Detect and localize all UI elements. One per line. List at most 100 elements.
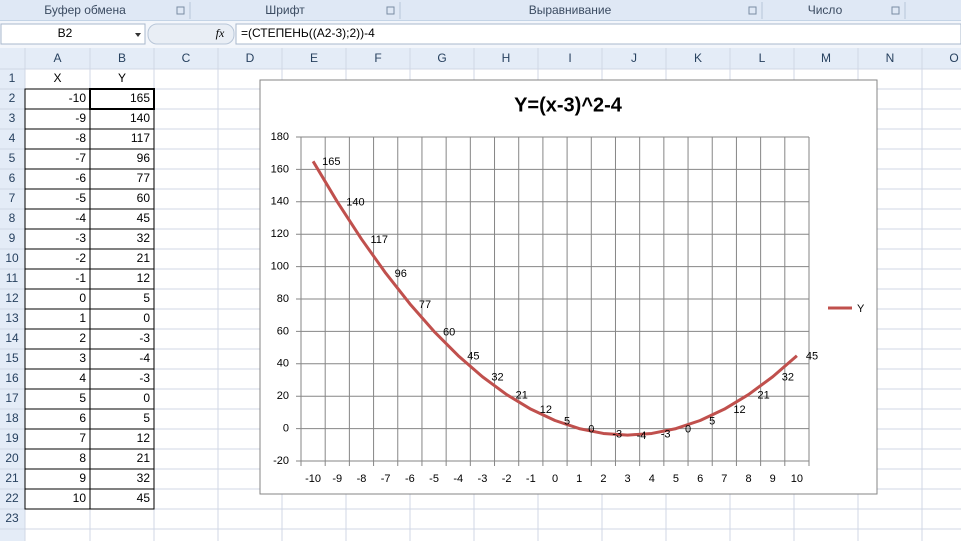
cell[interactable]: -6 <box>75 171 86 185</box>
row-header[interactable]: 19 <box>5 431 19 445</box>
cell[interactable]: 9 <box>79 471 86 485</box>
cell[interactable]: 32 <box>137 231 151 245</box>
row-header[interactable]: 23 <box>5 511 19 525</box>
cell[interactable]: -5 <box>75 191 86 205</box>
chart[interactable]: Y=(x-3)^2-4-20020406080100120140160180-1… <box>259 79 878 495</box>
column-header[interactable]: D <box>246 51 255 65</box>
column-header[interactable]: G <box>437 51 446 65</box>
cell[interactable]: -7 <box>75 151 86 165</box>
cell[interactable]: -10 <box>69 91 87 105</box>
ribbon-group-label: Буфер обмена <box>44 3 126 17</box>
name-box[interactable] <box>0 23 146 45</box>
cell[interactable]: 60 <box>137 191 151 205</box>
data-label: 77 <box>419 299 431 311</box>
row-header[interactable]: 10 <box>5 251 19 265</box>
row-header[interactable]: 16 <box>5 371 19 385</box>
cell[interactable]: X <box>53 71 61 85</box>
cell[interactable]: 2 <box>79 331 86 345</box>
column-header[interactable]: O <box>949 51 958 65</box>
cell[interactable]: -4 <box>139 351 150 365</box>
column-header[interactable]: L <box>759 51 766 65</box>
row-header[interactable]: 2 <box>9 91 16 105</box>
cell[interactable]: -3 <box>139 331 150 345</box>
cell[interactable]: -3 <box>139 371 150 385</box>
chart-title: Y=(x-3)^2-4 <box>514 94 623 116</box>
cell[interactable]: 45 <box>137 491 151 505</box>
column-header[interactable]: N <box>886 51 895 65</box>
cell[interactable]: 21 <box>137 251 151 265</box>
row-header[interactable]: 3 <box>9 111 16 125</box>
name-box-arrow[interactable] <box>135 33 141 37</box>
cell[interactable]: 0 <box>143 311 150 325</box>
column-header[interactable]: M <box>821 51 831 65</box>
cell[interactable]: 77 <box>137 171 151 185</box>
row-header[interactable]: 4 <box>9 131 16 145</box>
cell[interactable]: 12 <box>137 431 151 445</box>
row-header[interactable]: 7 <box>9 191 16 205</box>
cell[interactable]: 32 <box>137 471 151 485</box>
row-header[interactable]: 5 <box>9 151 16 165</box>
cell[interactable]: 10 <box>73 491 87 505</box>
cell[interactable]: 7 <box>79 431 86 445</box>
active-cell[interactable] <box>89 88 155 110</box>
data-label: -3 <box>612 428 622 440</box>
cell[interactable]: 117 <box>131 131 150 145</box>
cell[interactable]: -3 <box>75 231 86 245</box>
cell[interactable]: 0 <box>79 291 86 305</box>
row-header[interactable]: 18 <box>5 411 19 425</box>
cell[interactable]: 6 <box>79 411 86 425</box>
row-header[interactable]: 8 <box>9 211 16 225</box>
x-tick-label: -1 <box>526 473 536 485</box>
cell[interactable]: -4 <box>75 211 86 225</box>
row-header[interactable]: 13 <box>5 311 19 325</box>
cell[interactable]: 165 <box>130 91 150 105</box>
column-header[interactable]: J <box>631 51 637 65</box>
column-header[interactable]: K <box>694 51 702 65</box>
cell[interactable]: 5 <box>79 391 86 405</box>
cell[interactable]: -2 <box>75 251 86 265</box>
ribbon-group-label: Шрифт <box>265 3 305 17</box>
cell[interactable]: 5 <box>143 291 150 305</box>
cell[interactable]: 0 <box>143 391 150 405</box>
cell[interactable]: 96 <box>137 151 151 165</box>
group-launcher[interactable] <box>386 6 395 15</box>
column-header[interactable]: B <box>118 51 126 65</box>
cell[interactable]: 21 <box>137 451 151 465</box>
group-launcher[interactable] <box>891 6 900 15</box>
cell[interactable]: Y <box>118 71 126 85</box>
row-header[interactable]: 21 <box>5 471 19 485</box>
row-header[interactable]: 12 <box>5 291 19 305</box>
cell[interactable]: -8 <box>75 131 86 145</box>
row-header[interactable]: 17 <box>5 391 19 405</box>
row-header[interactable]: 20 <box>5 451 19 465</box>
cell[interactable]: 45 <box>137 211 151 225</box>
column-header[interactable]: C <box>182 51 191 65</box>
group-launcher[interactable] <box>748 6 757 15</box>
cell[interactable]: 12 <box>137 271 151 285</box>
column-header[interactable]: E <box>310 51 318 65</box>
cell[interactable]: 3 <box>79 351 86 365</box>
row-header[interactable]: 11 <box>6 271 19 285</box>
column-header[interactable]: I <box>568 51 571 65</box>
cell[interactable]: 140 <box>130 111 150 125</box>
column-header[interactable]: F <box>374 51 381 65</box>
group-launcher[interactable] <box>176 6 185 15</box>
column-header[interactable]: H <box>502 51 511 65</box>
name-box-text[interactable]: B2 <box>58 26 73 40</box>
fx-button[interactable]: fx <box>216 26 225 40</box>
cell[interactable]: 4 <box>79 371 86 385</box>
x-tick-label: 6 <box>697 473 703 485</box>
cell[interactable]: 5 <box>143 411 150 425</box>
row-header[interactable]: 6 <box>9 171 16 185</box>
row-header[interactable]: 15 <box>5 351 19 365</box>
column-header[interactable]: A <box>53 51 61 65</box>
cell[interactable]: 8 <box>79 451 86 465</box>
cell[interactable]: 1 <box>79 311 86 325</box>
cell[interactable]: -1 <box>75 271 86 285</box>
cell[interactable]: -9 <box>75 111 86 125</box>
formula-input[interactable] <box>235 23 961 45</box>
row-header[interactable]: 1 <box>9 71 16 85</box>
row-header[interactable]: 9 <box>9 231 16 245</box>
row-header[interactable]: 14 <box>5 331 19 345</box>
row-header[interactable]: 22 <box>5 491 19 505</box>
